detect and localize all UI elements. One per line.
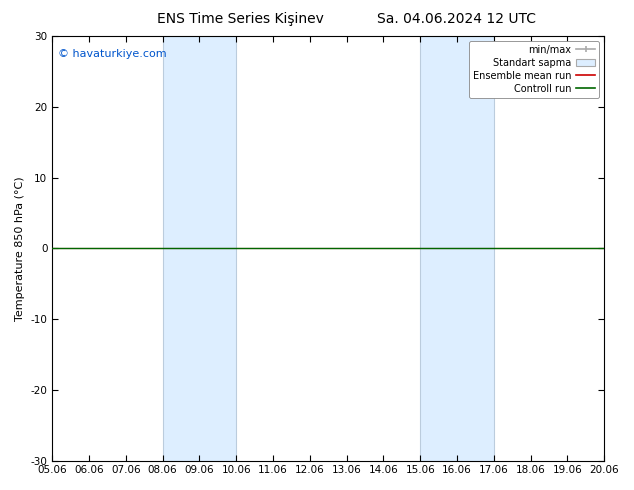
Y-axis label: Temperature 850 hPa (°C): Temperature 850 hPa (°C) [15, 176, 25, 321]
Bar [163, 36, 236, 461]
Legend: min/max, Standart sapma, Ensemble mean run, Controll run: min/max, Standart sapma, Ensemble mean r… [469, 41, 599, 98]
Bar [420, 36, 494, 461]
Text: © havaturkiye.com: © havaturkiye.com [58, 49, 167, 59]
Text: ENS Time Series Kişinev: ENS Time Series Kişinev [157, 12, 325, 26]
Text: Sa. 04.06.2024 12 UTC: Sa. 04.06.2024 12 UTC [377, 12, 536, 26]
